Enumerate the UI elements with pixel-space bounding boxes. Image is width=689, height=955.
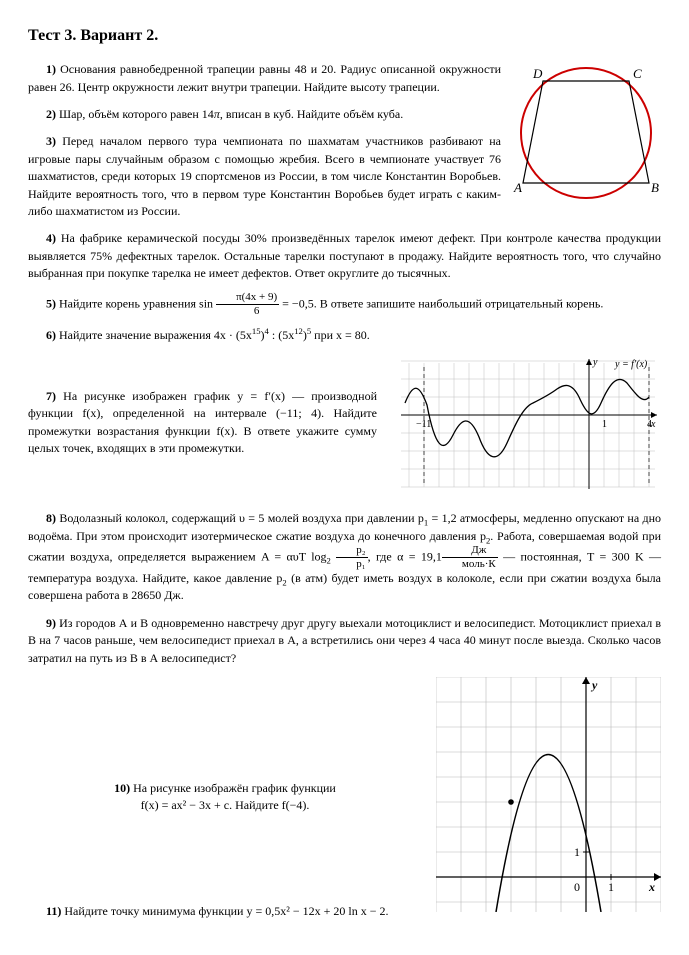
- figure-derivative: −1114yxy = f′(x): [391, 355, 661, 500]
- svg-text:y: y: [590, 678, 598, 692]
- svg-text:1: 1: [608, 880, 614, 894]
- svg-text:x: x: [648, 880, 655, 894]
- problem-9: 9) Из городов А и В одновременно навстре…: [28, 615, 661, 667]
- svg-text:C: C: [633, 66, 642, 81]
- svg-text:1: 1: [602, 419, 607, 430]
- svg-text:A: A: [513, 180, 522, 195]
- svg-text:x: x: [650, 419, 656, 430]
- problem-10-row: 10) На рисунке изображён график функции …: [28, 677, 661, 917]
- svg-text:D: D: [532, 66, 543, 81]
- problem-4: 4) На фабрике керамической посуды 30% пр…: [28, 230, 661, 282]
- figure-parabola: y x 0 1 1: [436, 677, 661, 917]
- page-title: Тест 3. Вариант 2.: [28, 24, 661, 47]
- svg-text:y: y: [592, 357, 598, 368]
- svg-text:0: 0: [574, 880, 580, 894]
- problem-8: 8) Водолазный колокол, содержащий υ = 5 …: [28, 510, 661, 605]
- svg-text:y = f′(x): y = f′(x): [614, 359, 648, 370]
- problem-6: 6) Найдите значение выражения 4x · (5x15…: [28, 327, 661, 344]
- problem-5: 5) Найдите корень уравнения sin π(4x + 9…: [28, 292, 661, 317]
- svg-text:−11: −11: [416, 419, 431, 430]
- svg-text:1: 1: [574, 845, 580, 859]
- problem-7: 7) На рисунке изображен график y = f′(x)…: [28, 388, 377, 458]
- problem-7-row: 7) На рисунке изображен график y = f′(x)…: [28, 355, 661, 500]
- problem-10: 10) На рисунке изображён график функции …: [28, 780, 422, 815]
- svg-text:B: B: [651, 180, 659, 195]
- figure-trapezoid: D C A B: [511, 61, 661, 211]
